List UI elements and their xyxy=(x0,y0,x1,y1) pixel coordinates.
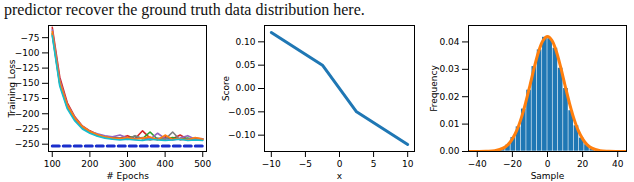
svg-text:20: 20 xyxy=(577,159,589,169)
svg-text:−125: −125 xyxy=(15,63,40,73)
svg-text:100: 100 xyxy=(44,159,61,169)
svg-text:0.05: 0.05 xyxy=(235,60,255,70)
svg-text:−5: −5 xyxy=(299,159,312,169)
svg-text:500: 500 xyxy=(194,159,211,169)
svg-text:−0.05: −0.05 xyxy=(228,107,256,117)
svg-text:5: 5 xyxy=(371,159,377,169)
svg-text:−0.10: −0.10 xyxy=(228,130,256,140)
svg-text:0.03: 0.03 xyxy=(439,64,459,74)
svg-text:Frequency: Frequency xyxy=(429,65,439,112)
svg-text:Score: Score xyxy=(221,75,231,101)
svg-text:−40: −40 xyxy=(468,159,487,169)
svg-text:0: 0 xyxy=(545,159,551,169)
svg-text:−75: −75 xyxy=(21,33,40,43)
svg-text:−150: −150 xyxy=(15,78,40,88)
svg-text:−200: −200 xyxy=(15,109,40,119)
svg-text:0.04: 0.04 xyxy=(439,37,459,47)
svg-text:10: 10 xyxy=(402,159,414,169)
svg-text:−250: −250 xyxy=(15,139,40,149)
svg-text:0.00: 0.00 xyxy=(235,83,255,93)
svg-text:Training Loss: Training Loss xyxy=(7,59,17,118)
svg-text:300: 300 xyxy=(119,159,136,169)
svg-text:# Epochs: # Epochs xyxy=(106,171,149,181)
svg-text:−225: −225 xyxy=(15,124,40,134)
svg-text:Sample: Sample xyxy=(531,171,565,181)
svg-text:0: 0 xyxy=(337,159,343,169)
svg-text:x: x xyxy=(337,171,343,181)
svg-text:0.10: 0.10 xyxy=(235,37,255,47)
svg-text:400: 400 xyxy=(157,159,174,169)
svg-text:−20: −20 xyxy=(503,159,522,169)
svg-text:−175: −175 xyxy=(15,93,40,103)
svg-text:−10: −10 xyxy=(262,159,281,169)
svg-text:0.02: 0.02 xyxy=(439,92,459,102)
svg-text:40: 40 xyxy=(612,159,624,169)
html-text:predictor recover the ground t: predictor recover the ground truth data … xyxy=(4,1,365,18)
svg-text:0.01: 0.01 xyxy=(439,119,459,129)
svg-text:−100: −100 xyxy=(15,48,40,58)
svg-text:0.00: 0.00 xyxy=(439,146,459,156)
svg-text:200: 200 xyxy=(81,159,98,169)
